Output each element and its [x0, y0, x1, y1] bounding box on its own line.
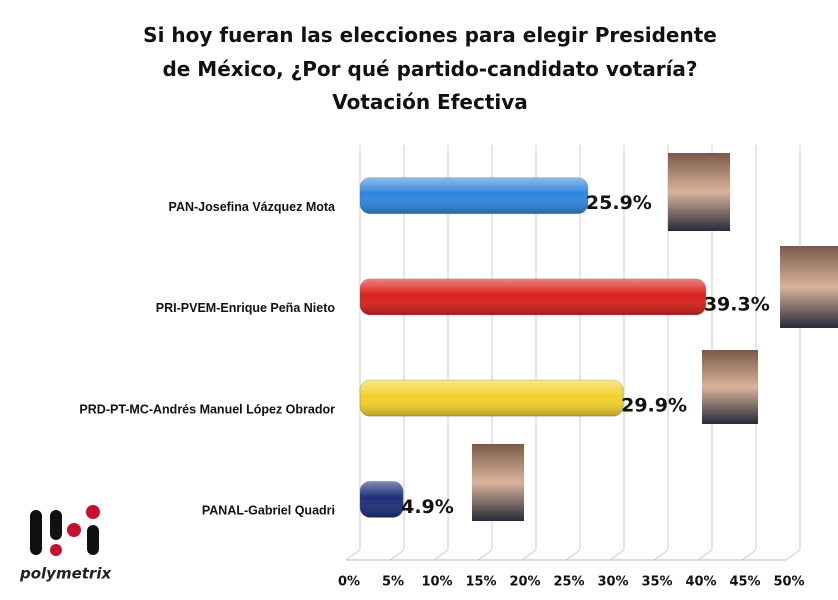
bar-shine	[360, 380, 623, 416]
chart-title: Si hoy fueran las elecciones para elegir…	[130, 18, 730, 86]
candidate-photo	[472, 444, 524, 521]
bars: PAN-Josefina Vázquez Mota 25.9% PRI-PVEM-E…	[79, 178, 769, 518]
x-tick-label: 35%	[641, 575, 672, 590]
x-tick-label: 30%	[597, 575, 628, 590]
logo-shape	[50, 544, 62, 556]
x-tick-label: 40%	[685, 575, 716, 590]
logo-shape	[87, 525, 99, 555]
x-tick-label: 0%	[338, 575, 360, 590]
grid-line	[786, 550, 800, 560]
x-tick-label: 5%	[382, 575, 404, 590]
logo-shape	[86, 505, 100, 519]
data-label: 39.3%	[704, 293, 770, 315]
chart-subtitle: Votación Efectiva	[130, 87, 730, 117]
grid-line	[742, 550, 756, 560]
bar-shine	[360, 279, 706, 315]
candidate-photo	[780, 246, 838, 328]
y-tick-label: PAN-Josefina Vázquez Mota	[169, 200, 337, 214]
x-tick-label: 10%	[421, 575, 452, 590]
logo: polymetrix	[19, 505, 112, 583]
logo-shape	[30, 510, 42, 555]
logo-text: polymetrix	[19, 565, 112, 583]
data-label: 4.9%	[401, 496, 454, 518]
data-label: 25.9%	[586, 192, 652, 214]
grid-line	[346, 550, 360, 560]
y-tick-label: PRD-PT-MC-Andrés Manuel López Obrador	[79, 402, 335, 416]
grid-line	[522, 550, 536, 560]
data-label: 29.9%	[621, 395, 687, 417]
x-tick-label: 50%	[773, 575, 804, 590]
grid-line	[478, 550, 492, 560]
grid-line	[610, 550, 624, 560]
grid-line	[654, 550, 668, 560]
candidate-photo	[702, 350, 758, 424]
x-tick-label: 15%	[465, 575, 496, 590]
bar-shine	[360, 178, 588, 214]
grid-line	[434, 550, 448, 560]
grid-line	[698, 550, 712, 560]
candidate-photo	[668, 153, 730, 231]
grid-line	[390, 550, 404, 560]
y-tick-label: PANAL-Gabriel Quadri	[202, 504, 335, 518]
page: 0% 5% 10% 15% 20% 25% 30% 35% 40% 45% 50% PAN-Jose…	[0, 0, 838, 600]
y-tick-label: PRI-PVEM-Enrique Peña Nieto	[156, 301, 336, 315]
logo-shape	[50, 510, 62, 540]
x-tick-label: 20%	[509, 575, 540, 590]
x-tick-label: 25%	[553, 575, 584, 590]
x-tick-label: 45%	[729, 575, 760, 590]
grid-line	[566, 550, 580, 560]
bar-shine	[360, 481, 403, 517]
logo-shape	[67, 523, 81, 537]
